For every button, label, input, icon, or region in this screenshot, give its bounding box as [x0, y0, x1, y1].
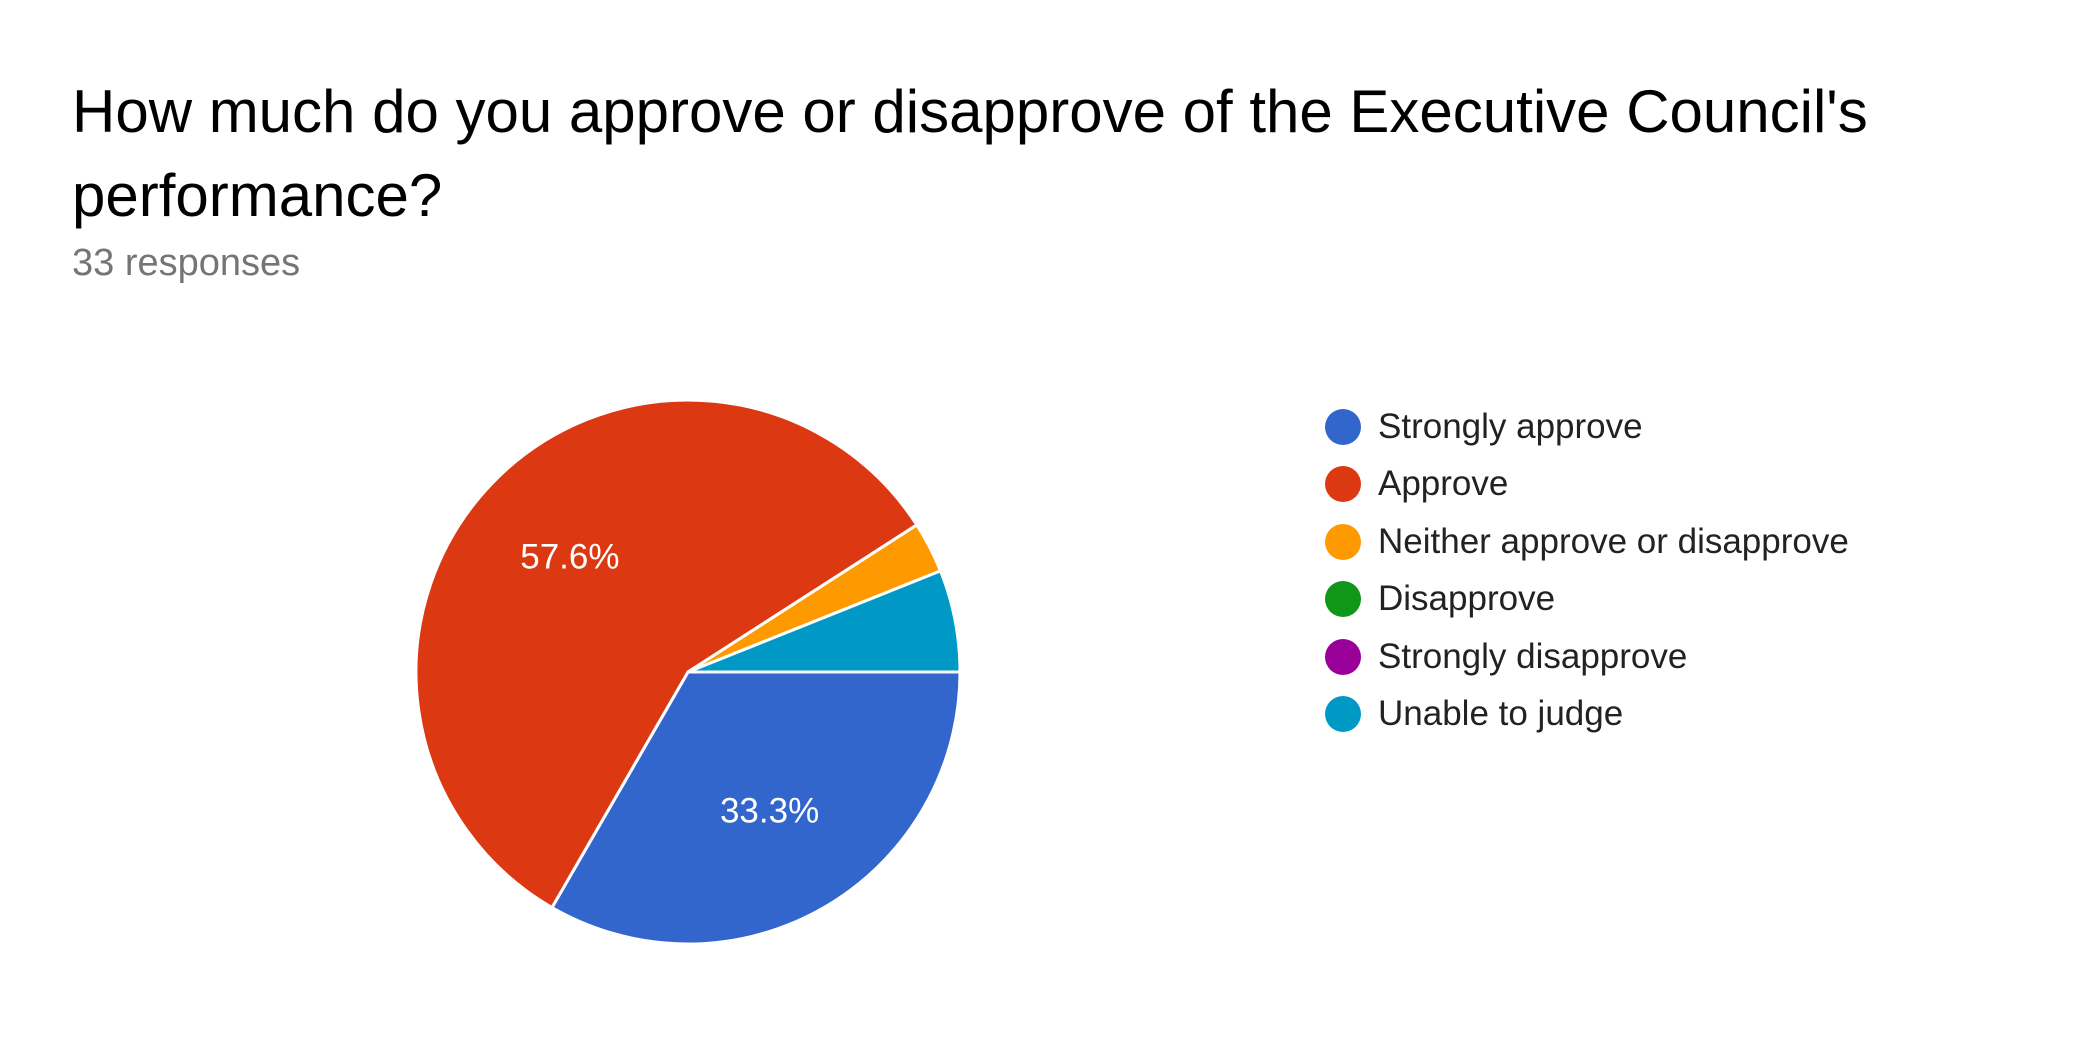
pie-slice-approve: [414, 398, 919, 910]
legend-label: Strongly approve: [1378, 406, 1643, 446]
legend-item-neither-approve-or-disapprove: Neither approve or disapprove: [1325, 513, 1849, 571]
legend-item-strongly-disapprove: Strongly disapprove: [1325, 628, 1849, 686]
legend-swatch-icon: [1325, 581, 1361, 618]
pie-slice-strongly-approve: [550, 670, 962, 946]
question-title: How much do you approve or disapprove of…: [72, 78, 1868, 229]
legend-item-unable-to-judge: Unable to judge: [1325, 686, 1849, 744]
pie-label-strongly-approve: 33.3%: [720, 792, 819, 831]
legend-item-disapprove: Disapprove: [1325, 571, 1849, 629]
chart-legend: Strongly approve Approve Neither approve o…: [1325, 398, 1849, 743]
legend-swatch-icon: [1325, 523, 1361, 560]
legend-label: Neither approve or disapprove: [1378, 521, 1849, 561]
response-count: 33 responses: [72, 242, 301, 284]
legend-label: Approve: [1378, 464, 1509, 504]
legend-swatch-icon: [1325, 466, 1361, 503]
legend-swatch-icon: [1325, 696, 1361, 733]
pie-slice-unable-to-judge: [686, 569, 962, 674]
pie-label-approve: 57.6%: [520, 538, 619, 577]
legend-swatch-icon: [1325, 638, 1361, 675]
legend-swatch-icon: [1325, 408, 1361, 445]
legend-item-approve: Approve: [1325, 456, 1849, 514]
legend-label: Unable to judge: [1378, 694, 1624, 734]
legend-item-strongly-approve: Strongly approve: [1325, 398, 1849, 456]
legend-label: Strongly disapprove: [1378, 636, 1688, 676]
legend-label: Disapprove: [1378, 579, 1556, 619]
